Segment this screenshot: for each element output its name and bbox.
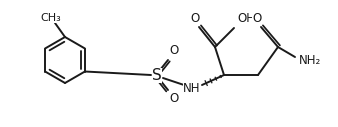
- Text: O: O: [190, 12, 200, 26]
- Text: O: O: [169, 44, 178, 58]
- Text: O: O: [252, 12, 262, 26]
- Text: O: O: [169, 92, 178, 106]
- Text: OH: OH: [237, 12, 255, 26]
- Text: CH₃: CH₃: [41, 13, 62, 23]
- Text: NH₂: NH₂: [299, 53, 321, 67]
- Text: S: S: [152, 67, 162, 83]
- Text: NH: NH: [183, 82, 201, 94]
